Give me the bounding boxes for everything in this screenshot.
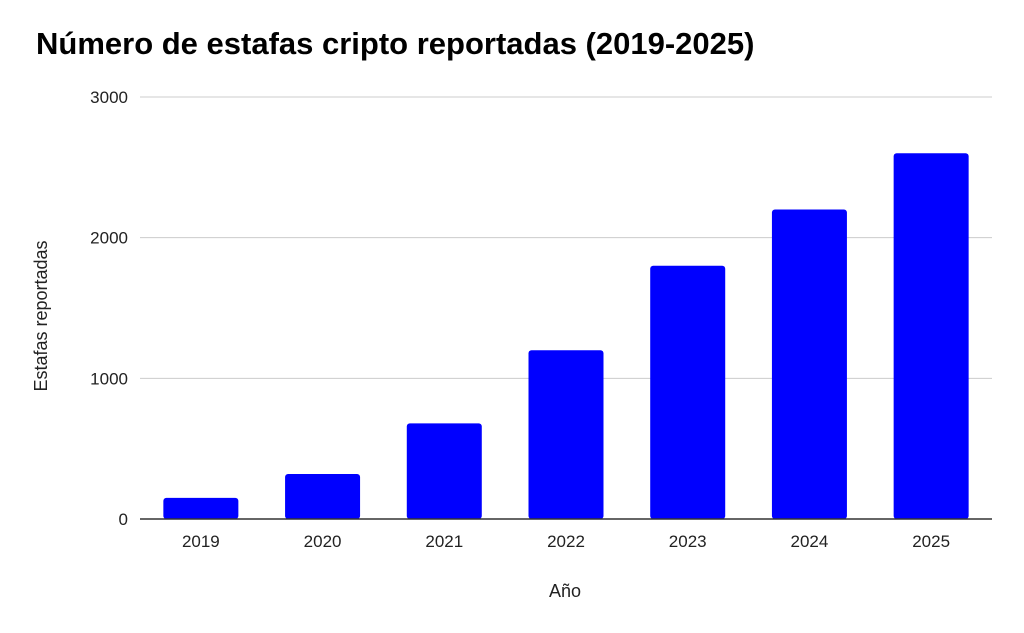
chart-title: Número de estafas cripto reportadas (201… [36,26,755,61]
x-tick-labels: 2019 2020 2021 2022 2023 2024 2025 [182,532,950,551]
bar-2019 [163,497,239,519]
y-axis-title: Estafas reportadas [31,240,51,391]
bars [163,153,969,520]
gridlines [140,96,992,379]
x-tick-label: 2023 [669,532,707,551]
x-tick-label: 2025 [912,532,950,551]
x-tick-label: 2019 [182,532,220,551]
x-tick-label: 2024 [791,532,829,551]
y-tick-label: 2000 [90,229,128,248]
bar-2021 [406,423,482,519]
bar-2023 [650,265,726,519]
bar-2020 [285,473,361,519]
x-tick-label: 2021 [425,532,463,551]
bar-2022 [528,350,604,519]
y-tick-label: 0 [119,510,128,529]
bar-2024 [771,209,847,520]
y-tick-label: 3000 [90,88,128,107]
x-axis-title: Año [549,581,581,601]
y-tick-label: 1000 [90,369,128,388]
x-tick-label: 2022 [547,532,585,551]
x-tick-label: 2020 [304,532,342,551]
bar-2025 [893,153,969,519]
y-tick-labels: 0 1000 2000 3000 [90,88,128,529]
